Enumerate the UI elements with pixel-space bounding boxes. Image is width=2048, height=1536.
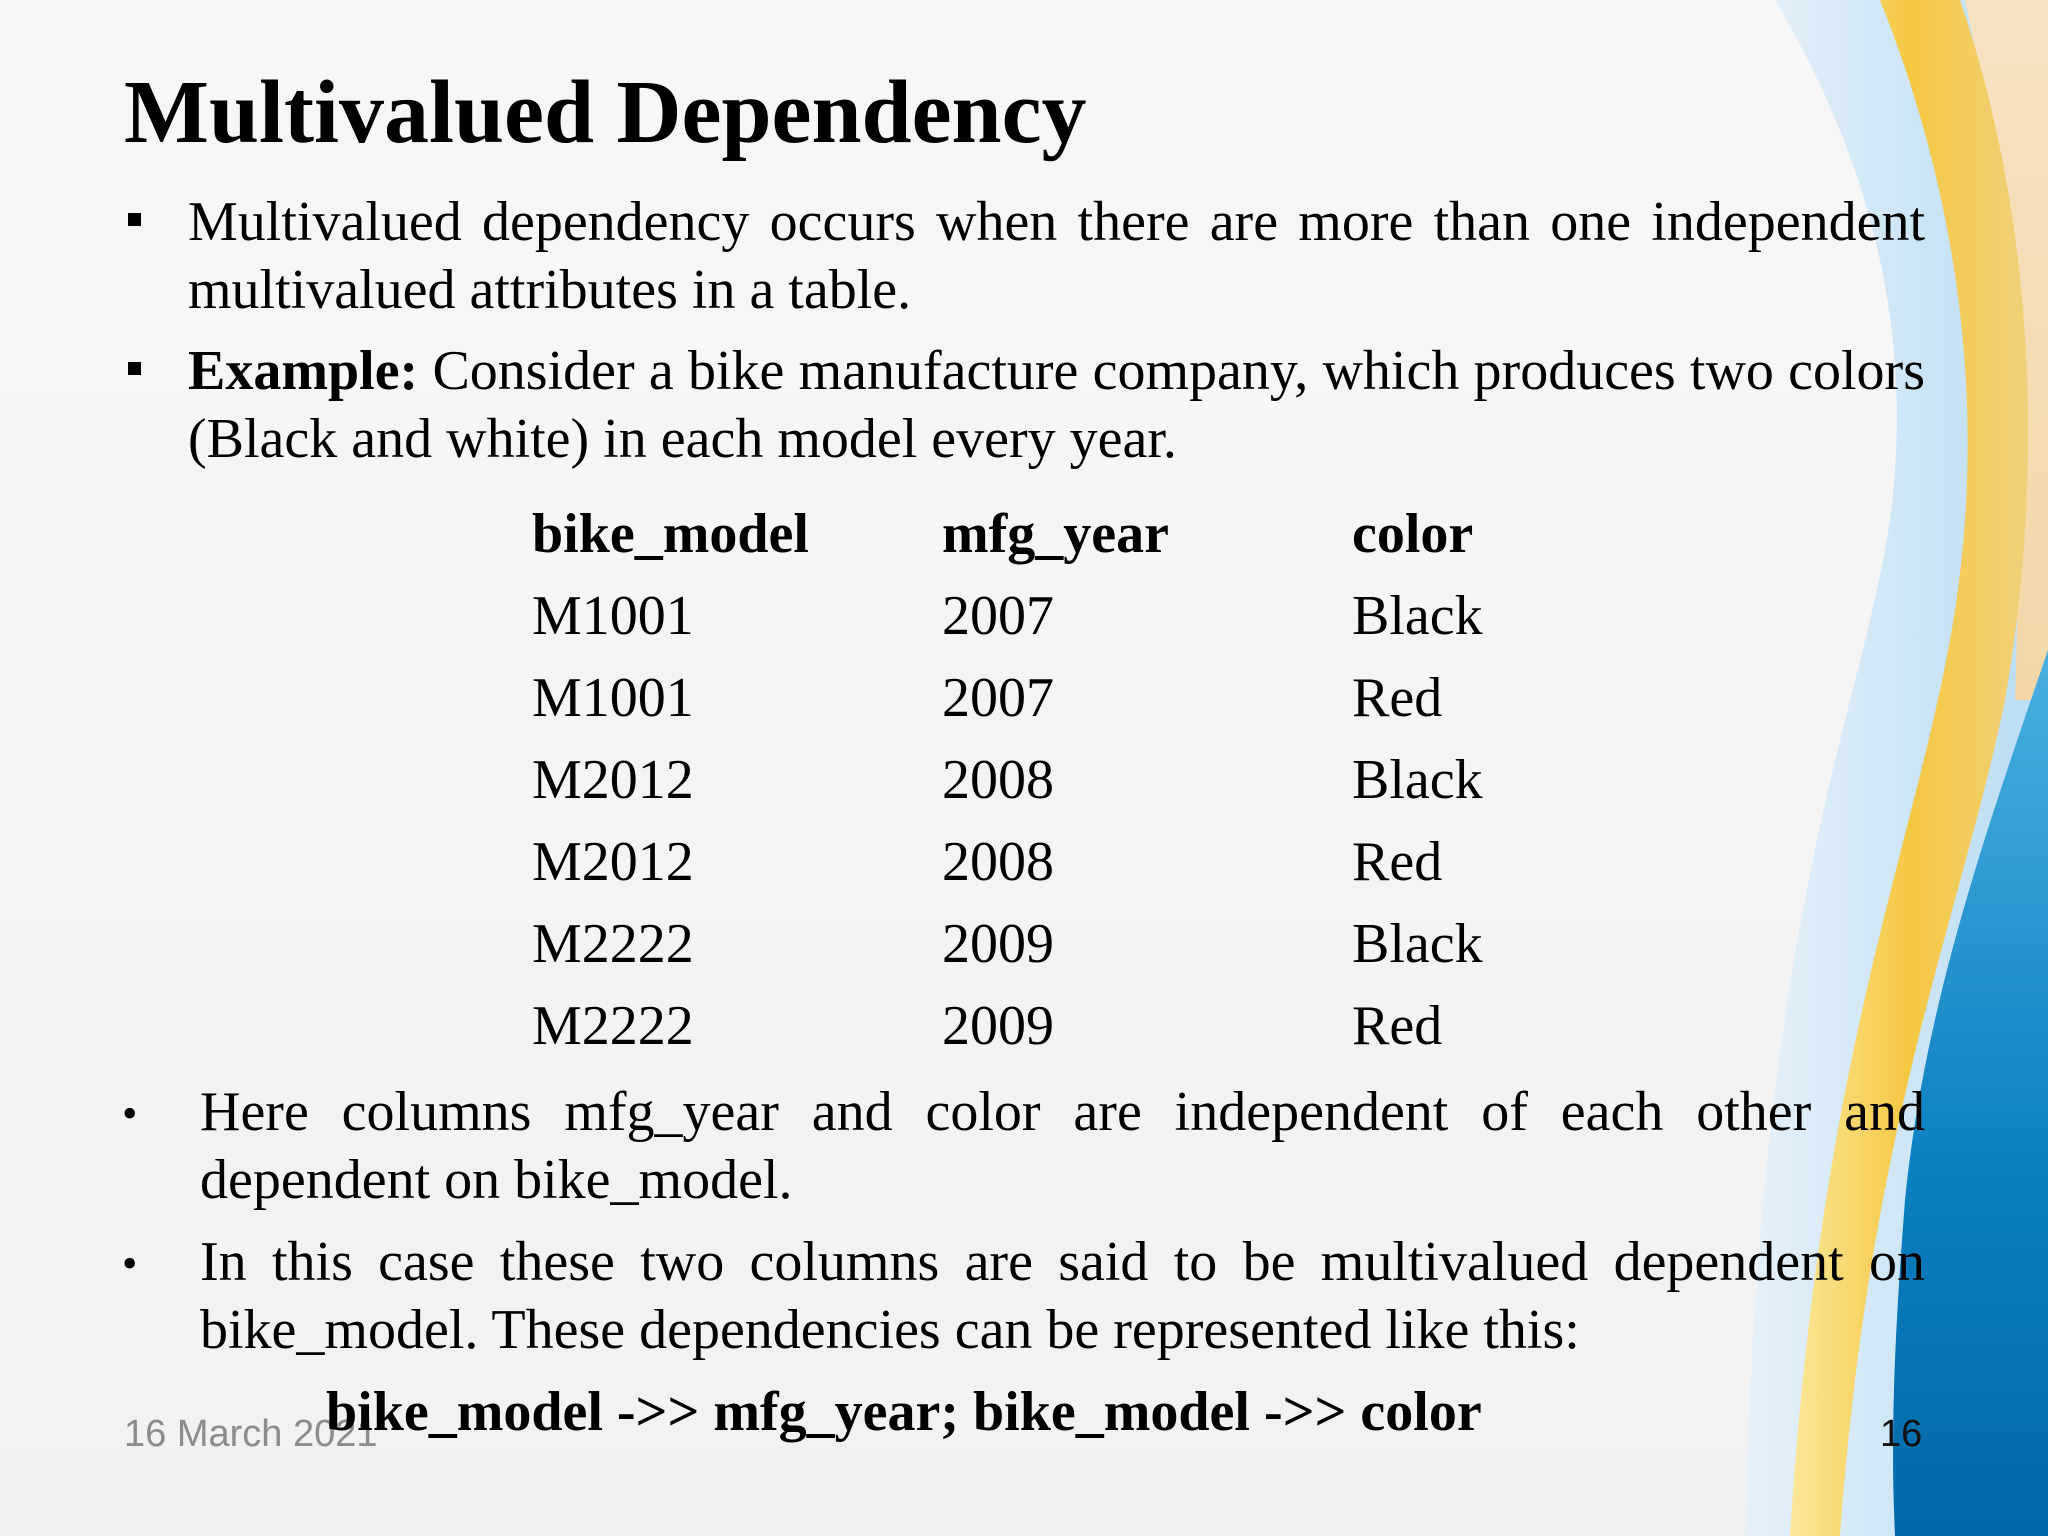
peach-wave: [1965, 0, 2048, 700]
table-cell: 2007: [942, 667, 1054, 729]
bullet-example: Example: Consider a bike manufacture com…: [188, 337, 1925, 473]
square-bullet-icon: [128, 362, 141, 375]
table-cell: Black: [1352, 913, 1483, 975]
table-cell: Red: [1352, 995, 1443, 1057]
table-cell: Red: [1352, 667, 1443, 729]
dependency-formula: bike_model ->> mfg_year; bike_model ->> …: [326, 1381, 1482, 1443]
yellow-wave: [1790, 0, 2029, 1536]
footer-date: 16 March 2021: [124, 1413, 378, 1455]
table-cell: M2012: [532, 831, 694, 893]
bullet-definition: Multivalued dependency occurs when there…: [188, 191, 1925, 321]
table-header: bike_model: [532, 503, 809, 565]
note-independent: Here columns mfg_year and color are inde…: [200, 1081, 1925, 1211]
round-bullet-icon: •: [122, 1089, 138, 1138]
table-cell: 2008: [942, 749, 1054, 811]
table-cell: 2007: [942, 585, 1054, 647]
table-cell: 2009: [942, 913, 1054, 975]
table-header: color: [1352, 503, 1474, 565]
note-multivalued: In this case these two columns are said …: [200, 1231, 1925, 1361]
table-cell: M1001: [532, 667, 694, 729]
example-label: Example:: [188, 340, 419, 402]
table-cell: M1001: [532, 585, 694, 647]
table-header: mfg_year: [942, 503, 1170, 565]
table-cell: Black: [1352, 749, 1483, 811]
square-bullet-icon: [128, 213, 141, 226]
table-cell: 2008: [942, 831, 1054, 893]
blue-wave: [1893, 650, 2048, 1536]
table-cell: M2012: [532, 749, 694, 811]
table-cell: 2009: [942, 995, 1054, 1057]
table-cell: M2222: [532, 995, 694, 1057]
table-cell: Red: [1352, 831, 1443, 893]
table-cell: M2222: [532, 913, 694, 975]
example-text: Consider a bike manufacture company, whi…: [188, 340, 1925, 470]
table-cell: Black: [1352, 585, 1483, 647]
round-bullet-icon: •: [122, 1239, 138, 1288]
slide-title: Multivalued Dependency: [124, 63, 1087, 162]
page-number: 16: [1880, 1413, 1923, 1455]
